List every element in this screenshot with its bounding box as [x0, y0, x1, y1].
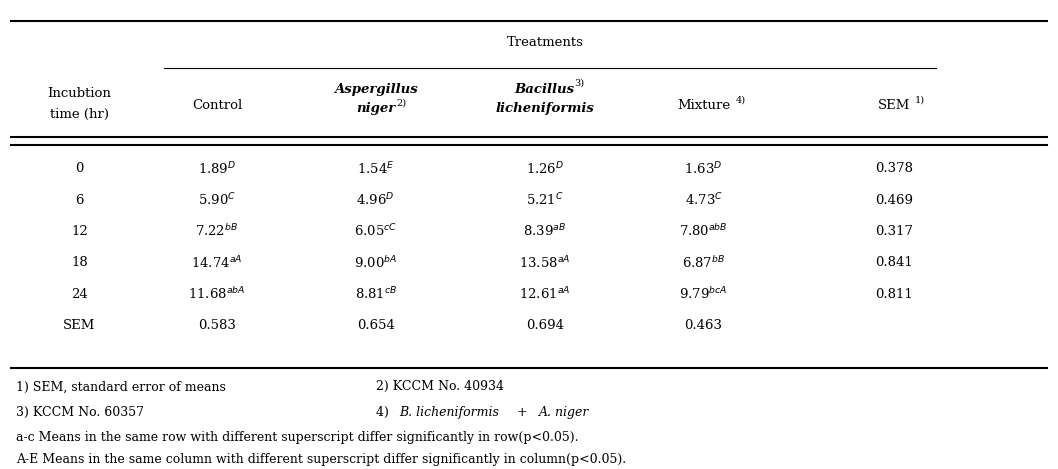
Text: 5.21$^{C}$: 5.21$^{C}$: [526, 192, 564, 209]
Text: 13.58$^{aA}$: 13.58$^{aA}$: [519, 254, 570, 271]
Text: 0.463: 0.463: [685, 318, 723, 332]
Text: 1.54$^{E}$: 1.54$^{E}$: [357, 160, 395, 177]
Text: 4): 4): [735, 95, 746, 105]
Text: 24: 24: [71, 287, 88, 301]
Text: A-E Means in the same column with different superscript differ significantly in : A-E Means in the same column with differ…: [16, 453, 626, 466]
Text: SEM: SEM: [878, 99, 910, 112]
Text: 9.00$^{bA}$: 9.00$^{bA}$: [354, 255, 397, 271]
Text: 0.469: 0.469: [875, 194, 913, 207]
Text: 1) SEM, standard error of means: 1) SEM, standard error of means: [16, 380, 225, 393]
Text: 1): 1): [915, 95, 926, 105]
Text: 14.74$^{aA}$: 14.74$^{aA}$: [191, 254, 242, 271]
Text: 0.841: 0.841: [875, 256, 913, 269]
Text: A. niger: A. niger: [539, 406, 589, 419]
Text: 6.87$^{bB}$: 6.87$^{bB}$: [682, 255, 725, 271]
Text: Bacillus: Bacillus: [515, 83, 574, 96]
Text: SEM: SEM: [63, 318, 95, 332]
Text: 0: 0: [75, 162, 84, 175]
Text: 1.89$^{D}$: 1.89$^{D}$: [198, 160, 236, 177]
Text: 4.96$^{D}$: 4.96$^{D}$: [357, 192, 395, 209]
Text: 6.05$^{cC}$: 6.05$^{cC}$: [354, 223, 397, 240]
Text: 9.79$^{bcA}$: 9.79$^{bcA}$: [679, 286, 728, 302]
Text: time (hr): time (hr): [50, 108, 109, 121]
Text: 0.317: 0.317: [875, 225, 913, 238]
Text: a-c Means in the same row with different superscript differ significantly in row: a-c Means in the same row with different…: [16, 431, 579, 444]
Text: 0.583: 0.583: [198, 318, 236, 332]
Text: 4): 4): [376, 406, 393, 419]
Text: 1.26$^{D}$: 1.26$^{D}$: [526, 160, 564, 177]
Text: 6: 6: [75, 194, 84, 207]
Text: 0.811: 0.811: [875, 287, 913, 301]
Text: 8.81$^{cB}$: 8.81$^{cB}$: [354, 286, 397, 303]
Text: 1.63$^{D}$: 1.63$^{D}$: [685, 160, 723, 177]
Text: 18: 18: [71, 256, 88, 269]
Text: B. licheniformis: B. licheniformis: [399, 406, 498, 419]
Text: 3) KCCM No. 60357: 3) KCCM No. 60357: [16, 406, 144, 419]
Text: 12.61$^{aA}$: 12.61$^{aA}$: [519, 286, 570, 303]
Text: Treatments: Treatments: [507, 36, 583, 49]
Text: 8.39$^{aB}$: 8.39$^{aB}$: [524, 223, 566, 240]
Text: 7.80$^{abB}$: 7.80$^{abB}$: [679, 223, 728, 239]
Text: licheniformis: licheniformis: [495, 102, 595, 115]
Text: 2) KCCM No. 40934: 2) KCCM No. 40934: [376, 380, 504, 393]
Text: 7.22$^{bB}$: 7.22$^{bB}$: [196, 223, 238, 239]
Text: niger: niger: [355, 102, 396, 115]
Text: 11.68$^{abA}$: 11.68$^{abA}$: [188, 286, 245, 302]
Text: Control: Control: [191, 99, 242, 112]
Text: 4.73$^{C}$: 4.73$^{C}$: [685, 192, 723, 209]
Text: 0.378: 0.378: [875, 162, 913, 175]
Text: 12: 12: [71, 225, 88, 238]
Text: 5.90$^{C}$: 5.90$^{C}$: [198, 192, 236, 209]
Text: 0.694: 0.694: [526, 318, 564, 332]
Text: 2): 2): [397, 98, 407, 108]
Text: 0.654: 0.654: [357, 318, 395, 332]
Text: +: +: [513, 406, 532, 419]
Text: 3): 3): [574, 78, 585, 88]
Text: Mixture: Mixture: [677, 99, 730, 112]
Text: Aspergillus: Aspergillus: [333, 83, 418, 96]
Text: Incubtion: Incubtion: [48, 87, 111, 100]
